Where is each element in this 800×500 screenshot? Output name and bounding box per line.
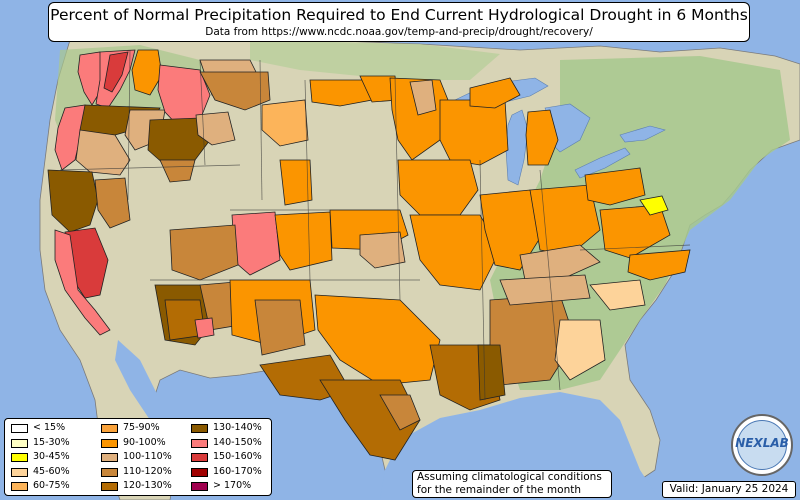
legend-swatch	[191, 424, 208, 433]
lake-erie	[574, 147, 631, 179]
region-az-red-small	[194, 317, 215, 339]
nexlab-logo: NEXLAB	[731, 414, 793, 476]
region-nd-north	[309, 79, 373, 107]
note-line-2: for the remainder of the month	[417, 483, 582, 496]
region-pa-ny	[584, 167, 646, 206]
legend-swatch	[11, 424, 28, 433]
region-mn	[389, 77, 451, 161]
legend-swatch	[101, 424, 118, 433]
region-ca-coast-red	[54, 229, 111, 336]
region-oh-ky	[529, 184, 601, 256]
note-line-1: Assuming climatological conditions	[417, 471, 602, 483]
legend-swatch	[101, 467, 118, 477]
legend-label: 150-160%	[213, 451, 262, 462]
region-az-brown	[169, 224, 239, 281]
legend-label: 30-45%	[33, 451, 70, 462]
region-ga-tan	[554, 319, 606, 381]
map-title: Percent of Normal Precipitation Required…	[50, 6, 748, 24]
legend-label: < 15%	[33, 422, 66, 433]
region-wy-se	[279, 159, 313, 206]
legend-label: 140-150%	[213, 436, 262, 448]
legend-swatch	[11, 453, 28, 462]
region-sc	[589, 279, 646, 311]
legend-swatch	[191, 453, 208, 462]
region-ca-north-brown	[47, 169, 99, 233]
map-subtitle: Data from https://www.ncdc.noaa.gov/temp…	[205, 26, 593, 38]
legend: < 15% 15-30% 30-45% 45-60% 60-75% 75-90% 90-10…	[4, 418, 272, 496]
region-id-tan	[159, 159, 196, 183]
legend-label: 90-100%	[123, 436, 166, 448]
legend-label: 60-75%	[33, 480, 70, 491]
state-boundaries	[59, 49, 691, 401]
legend-label: 45-60%	[33, 465, 70, 477]
note-box: Assuming climatological conditions for t…	[412, 470, 612, 498]
legend-swatch	[101, 453, 118, 462]
region-mi-upper	[469, 77, 521, 109]
legend-swatch	[101, 482, 118, 491]
legend-swatch	[11, 438, 28, 448]
legend-label: 75-90%	[123, 422, 160, 433]
legend-swatch	[11, 482, 28, 491]
region-tx-central	[314, 294, 441, 386]
region-mt-sw-tan	[195, 111, 236, 146]
title-box: Percent of Normal Precipitation Required…	[48, 2, 750, 42]
legend-label: > 170%	[213, 480, 252, 491]
logo-text: NEXLAB	[735, 436, 789, 450]
valid-date: Valid: January 25 2024	[662, 481, 796, 498]
lake-ontario	[619, 125, 666, 143]
region-mo	[409, 214, 501, 291]
legend-swatch	[191, 482, 208, 491]
region-ky-tan	[519, 244, 601, 281]
legend-swatch	[101, 438, 118, 448]
region-id-north-orange	[131, 49, 163, 96]
region-ms-dark	[477, 344, 506, 401]
region-nv-west	[94, 177, 131, 229]
legend-label: 15-30%	[33, 436, 70, 448]
legend-label: 120-130%	[123, 480, 172, 491]
region-mt-east-orange	[261, 99, 309, 147]
region-mt-central-brown	[199, 71, 271, 111]
gulf-of-california	[115, 340, 170, 430]
region-co	[274, 211, 333, 271]
region-mi-lower	[525, 109, 559, 166]
region-wi	[439, 99, 509, 166]
region-mn-tan	[409, 79, 437, 116]
region-nc	[627, 249, 691, 281]
region-nm-brown	[254, 299, 306, 356]
region-tn-tan	[499, 274, 591, 306]
logo-globe-icon	[737, 420, 787, 470]
legend-label: 130-140%	[213, 422, 262, 433]
legend-swatch	[191, 467, 208, 477]
region-ks-tan	[359, 231, 406, 269]
region-md-yellow	[639, 195, 669, 216]
region-wa-ne-red	[103, 51, 129, 93]
legend-swatch	[191, 438, 208, 448]
legend-label: 110-120%	[123, 465, 172, 477]
legend-label: 160-170%	[213, 465, 262, 477]
land-green-north	[250, 40, 500, 80]
legend-label: 100-110%	[123, 451, 172, 462]
region-tx-se-tan	[379, 394, 421, 431]
region-or-south	[75, 129, 131, 176]
legend-swatch	[11, 467, 28, 477]
